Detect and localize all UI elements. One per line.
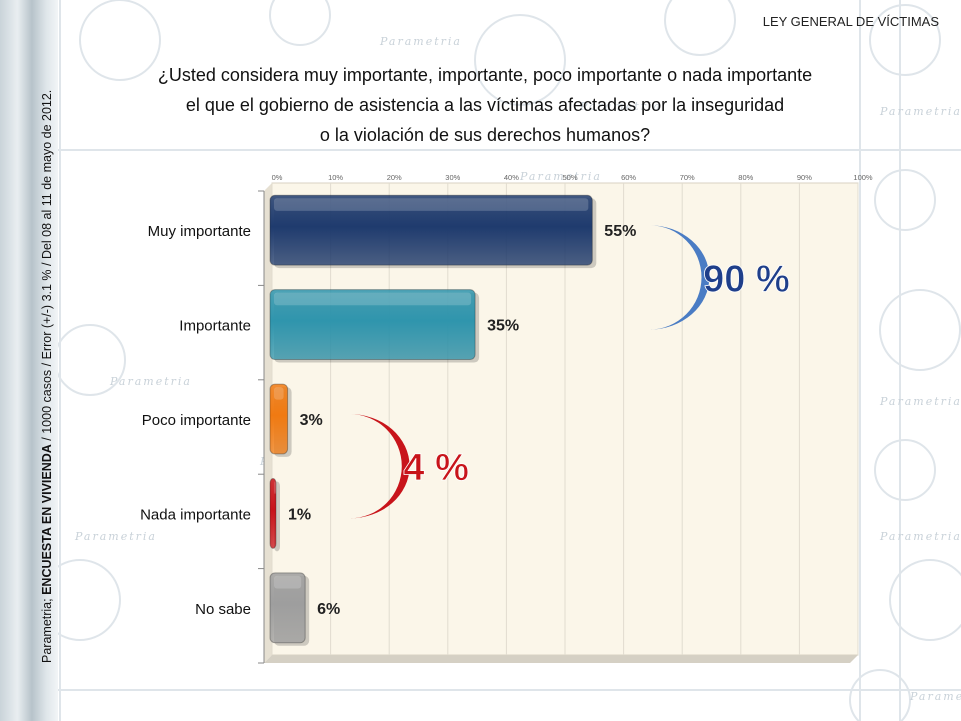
watermark-circle [269,0,331,46]
bar-highlight [274,292,472,306]
bar-muy-importante [269,194,593,266]
x-tick-label: 40% [504,173,519,182]
question-line-1: ¿Usted considera muy importante, importa… [157,65,813,85]
bar-poco-importante [269,383,289,455]
watermark-circle [874,439,936,501]
watermark-circle [869,4,941,76]
bar-value-label: 55% [604,223,636,240]
x-tick-label: 100% [853,173,873,182]
question-line-3: o la violación de sus derechos humanos? [319,125,651,145]
annotation-total: 90 % [703,258,790,300]
watermark-text: Parametria [909,690,961,703]
x-tick-label: 30% [445,173,460,182]
watermark-text: Parametria [879,395,961,408]
x-tick-label: 50% [562,173,577,182]
watermark-text: Parametria [519,170,602,183]
watermark-text: Parametria [879,105,961,118]
x-tick-label: 0% [272,173,283,182]
category-label: Nada importante [140,506,251,523]
watermark-text: Parametria [109,375,192,388]
watermark-text: Parametria [74,530,157,543]
watermark-circle [889,559,961,641]
watermark-text: Parametria [879,530,961,543]
bar-highlight [274,481,276,495]
bar-importante [269,289,476,361]
annotation-total: 4 % [403,447,468,489]
decorative-side-strip [0,0,58,721]
bar-highlight [274,198,589,211]
x-tick-label: 20% [387,173,402,182]
question-line-2: el que el gobierno de asistencia a las v… [185,95,785,115]
category-label: Muy importante [148,223,251,240]
watermark-circle [79,0,161,81]
bar-nada-importante [269,477,277,549]
bar-value-label: 35% [487,318,519,335]
watermark-text: Parametria [379,35,462,48]
bar-value-label: 6% [317,601,340,618]
x-tick-label: 90% [797,173,812,182]
bar-no-sabe [269,572,306,644]
bar-value-label: 1% [288,506,311,523]
x-tick-label: 10% [328,173,343,182]
watermark-circle [874,169,936,231]
watermark-text: Parametria [579,100,662,113]
plot-floor [264,655,858,663]
x-tick-label: 70% [680,173,695,182]
x-tick-label: 80% [738,173,753,182]
watermark-circle [474,14,566,106]
category-label: No sabe [195,601,251,618]
bar-highlight [274,387,284,400]
x-tick-label: 60% [621,173,636,182]
bar-value-label: 3% [300,412,323,429]
watermark-circle [879,289,961,371]
header-title: LEY GENERAL DE VÍCTIMAS [762,14,939,29]
bar-highlight [274,575,302,589]
watermark-circle [664,0,736,56]
category-label: Importante [179,318,251,335]
chart-title: ¿Usted considera muy importante, importa… [130,60,840,150]
watermark-circle [849,669,911,721]
category-label: Poco importante [142,412,251,429]
